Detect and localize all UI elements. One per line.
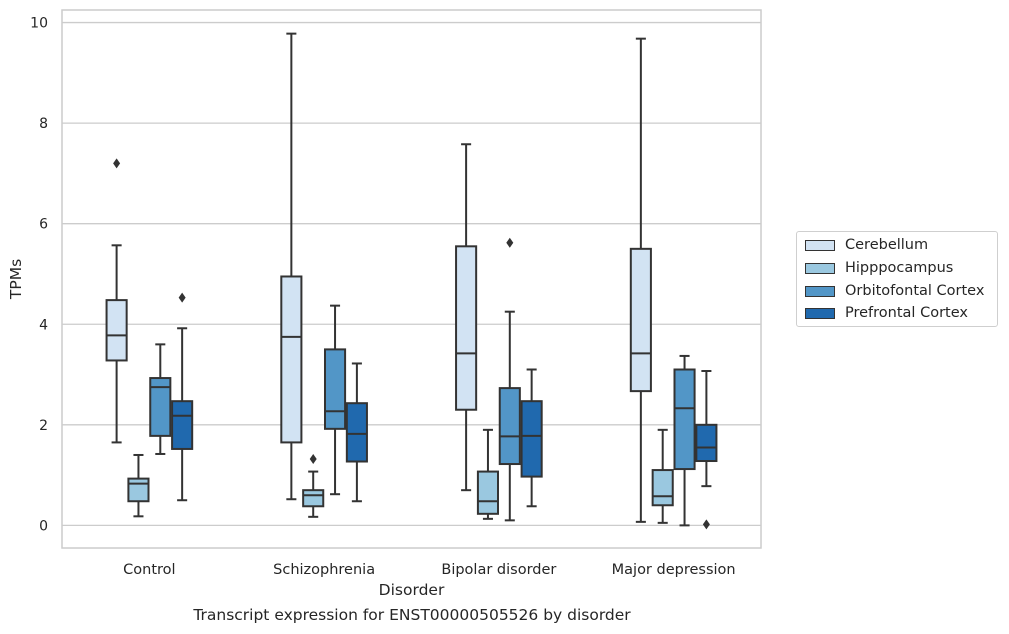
legend-item-cerebellum: Cerebellum — [805, 236, 928, 254]
box-0-0 — [105, 158, 128, 444]
iqr-box — [127, 477, 150, 503]
outlier-point — [178, 292, 186, 303]
iqr-box — [520, 400, 543, 478]
y-tick-label: 6 — [39, 217, 48, 233]
iqr-box — [323, 348, 347, 430]
iqr-box — [476, 470, 500, 515]
iqr-box — [629, 247, 652, 393]
box-1-1 — [302, 454, 325, 518]
iqr-box — [280, 275, 303, 444]
box-0-3 — [629, 37, 652, 523]
y-axis-label: TPMs — [7, 259, 25, 300]
iqr-box — [345, 402, 368, 463]
legend: Cerebellum Hipppocampus Orbitofontal Cor… — [796, 231, 998, 327]
outlier-point — [113, 158, 121, 169]
figure-caption: Transcript expression for ENST0000050552… — [193, 606, 631, 624]
plot-frame — [61, 9, 762, 549]
iqr-box — [455, 245, 478, 411]
outlier-point — [309, 454, 317, 465]
legend-label: Orbitofontal Cortex — [845, 283, 985, 299]
iqr-box — [302, 489, 325, 508]
box-2-0 — [149, 343, 172, 455]
box-0-2 — [455, 143, 478, 492]
boxes — [105, 32, 718, 530]
box-3-1 — [345, 362, 368, 503]
plot-area — [62, 10, 761, 548]
x-tick-label: Control — [123, 562, 175, 578]
y-tick-label: 0 — [39, 518, 48, 534]
box-1-3 — [651, 428, 674, 524]
x-tick-label: Schizophrenia — [273, 562, 375, 578]
x-tick-labels: Control Schizophrenia Bipolar disorder Majo… — [123, 562, 735, 578]
legend-swatch-orbitofrontal — [805, 285, 835, 297]
legend-label: Hipppocampus — [845, 260, 954, 276]
iqr-box — [695, 423, 718, 463]
box-3-0 — [171, 292, 194, 502]
legend-item-orbitofrontal: Orbitofontal Cortex — [805, 282, 984, 300]
iqr-box — [171, 400, 194, 450]
x-axis-label: Disorder — [379, 581, 445, 599]
y-tick-labels: 0 2 4 6 8 10 — [30, 16, 48, 535]
legend-swatch-hippocampus — [805, 262, 835, 274]
legend-label: Cerebellum — [845, 237, 929, 253]
iqr-box — [651, 469, 674, 507]
outlier-point — [702, 519, 710, 530]
iqr-box — [498, 387, 521, 466]
y-tick-label: 8 — [39, 116, 48, 132]
box-3-2 — [520, 368, 543, 508]
legend-item-prefrontal: Prefrontal Cortex — [805, 304, 968, 322]
box-2-3 — [673, 354, 696, 527]
iqr-box — [149, 377, 172, 437]
x-tick-label: Major depression — [612, 562, 736, 578]
iqr-box — [105, 299, 128, 362]
y-tick-label: 10 — [30, 16, 48, 32]
box-1-0 — [127, 453, 150, 518]
legend-swatch-prefrontal — [805, 307, 835, 319]
legend-label: Prefrontal Cortex — [845, 305, 968, 321]
box-0-1 — [280, 32, 303, 501]
box-3-3 — [695, 370, 718, 530]
box-2-1 — [323, 304, 347, 496]
box-2-2 — [498, 237, 521, 522]
box-1-2 — [476, 428, 500, 520]
outlier-point — [506, 237, 514, 248]
legend-item-hippocampus: Hipppocampus — [805, 259, 953, 277]
y-tick-label: 2 — [39, 418, 48, 434]
y-tick-label: 4 — [39, 317, 48, 333]
x-tick-label: Bipolar disorder — [441, 562, 556, 578]
legend-swatch-cerebellum — [805, 239, 835, 251]
iqr-box — [673, 368, 696, 471]
